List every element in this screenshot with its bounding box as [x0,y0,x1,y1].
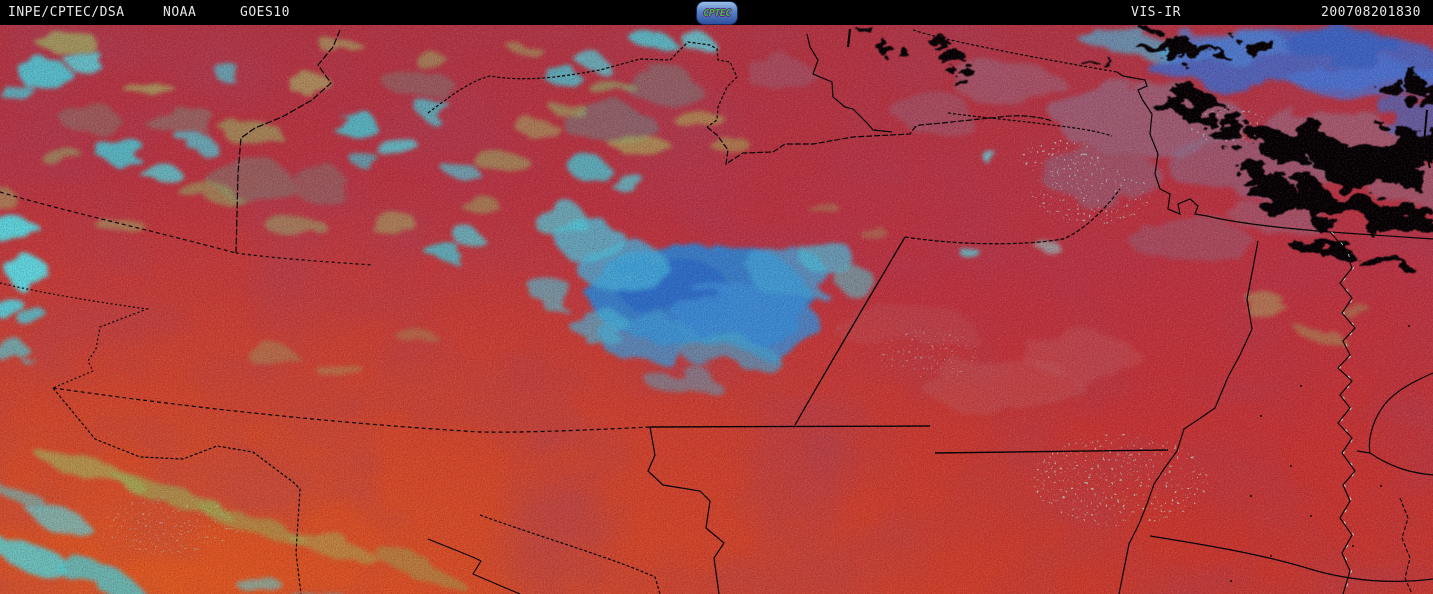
cptec-logo: CPTEC [696,1,738,25]
timestamp-label: 200708201830 [1321,5,1421,20]
product-label: VIS-IR [1131,5,1181,20]
cptec-logo-text: CPTEC [703,7,731,19]
satellite-image [0,25,1433,594]
satellite-label: GOES10 [240,5,290,20]
satellite-false-color-scene [0,25,1433,594]
header-bar: INPE/CPTEC/DSA NOAA GOES10 CPTEC VIS-IR … [0,0,1433,25]
image-grain [0,25,1433,594]
agency-label: INPE/CPTEC/DSA [8,5,125,20]
organization-label: NOAA [163,5,197,20]
